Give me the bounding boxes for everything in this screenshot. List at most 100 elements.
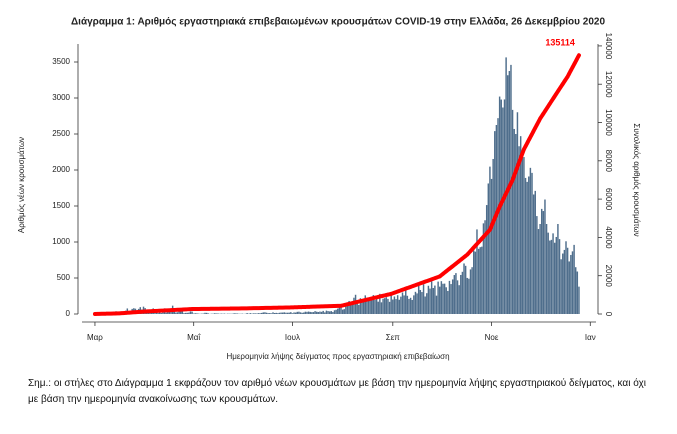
bar [322, 310, 324, 314]
bar [298, 311, 300, 314]
bar [408, 298, 410, 314]
bar [521, 155, 524, 314]
bar [204, 312, 206, 314]
x-tick-label: Σεπ [386, 333, 401, 342]
bar [324, 312, 326, 314]
bar [445, 287, 447, 314]
bar [254, 313, 256, 314]
bar [553, 242, 556, 314]
bar [184, 312, 187, 314]
bar [450, 284, 452, 314]
bar [345, 305, 347, 314]
bar [477, 248, 480, 314]
bar [396, 295, 399, 314]
bar [246, 313, 248, 314]
note-box: Σημ.: οι στήλες στο Διάγραμμα 1 εκφράζου… [28, 378, 646, 405]
bar [296, 311, 299, 314]
bar [466, 277, 468, 314]
bar [236, 313, 239, 314]
bar [191, 311, 193, 314]
bar [309, 311, 311, 314]
bar [526, 181, 528, 314]
bar [269, 313, 271, 314]
bar [154, 313, 156, 314]
bar [366, 298, 368, 314]
bar [435, 295, 438, 314]
bar [214, 313, 216, 314]
bar [278, 312, 281, 314]
bar [286, 312, 289, 314]
bar [294, 312, 297, 314]
bar [453, 275, 456, 314]
bar [469, 269, 472, 314]
bar [377, 301, 379, 314]
bar [406, 295, 409, 314]
bar [303, 312, 305, 314]
bar [332, 311, 334, 314]
bar [570, 254, 572, 314]
bar [312, 312, 315, 314]
bar [562, 253, 564, 314]
bar [485, 205, 488, 314]
y-tick-label: 0 [66, 309, 71, 318]
bar [432, 288, 434, 314]
bar [537, 229, 540, 314]
y-tick-label: 2500 [52, 129, 70, 138]
bar [367, 300, 370, 314]
bar [382, 298, 384, 314]
bar [461, 271, 464, 314]
bar [293, 312, 295, 314]
bar [290, 312, 292, 314]
bar [315, 311, 318, 314]
bar [524, 177, 527, 314]
bar [325, 310, 328, 314]
y-tick-label: 3000 [52, 93, 70, 102]
bar [508, 71, 511, 314]
bar [547, 232, 549, 314]
bar [285, 312, 287, 314]
bar [385, 297, 388, 314]
bar [474, 251, 477, 314]
bar [516, 112, 519, 314]
bar [160, 313, 163, 314]
bar [502, 107, 504, 314]
note: Σημ.: οι στήλες στο Διάγραμμα 1 εκφράζου… [28, 378, 646, 405]
bar [515, 134, 517, 314]
bar [503, 99, 506, 314]
bar [519, 136, 522, 314]
bar [311, 312, 313, 314]
bar [479, 247, 481, 314]
y2-tick-label: 60000 [604, 188, 613, 211]
y-tick-label: 1000 [52, 237, 70, 246]
y2-axis-label: Συνολικός αριθμός κρουσμάτων [632, 123, 641, 236]
bar [464, 265, 467, 314]
bar [252, 313, 255, 314]
bar [487, 183, 490, 314]
bar [273, 312, 276, 314]
bar [262, 312, 265, 314]
x-tick-label: Μαΐ [187, 333, 201, 342]
bar [364, 295, 367, 314]
bar [361, 300, 363, 314]
bar [549, 240, 551, 314]
bar [194, 313, 197, 314]
bar [413, 295, 415, 314]
bar [532, 194, 535, 314]
bar [183, 313, 185, 314]
bar [277, 313, 279, 314]
bar [369, 299, 371, 314]
bar [440, 281, 443, 314]
y2-tick-label: 40000 [604, 226, 613, 249]
bar [539, 224, 541, 314]
bar [400, 296, 402, 314]
bar [560, 259, 562, 314]
bar [419, 290, 422, 314]
bar [167, 311, 169, 314]
bar [358, 304, 360, 314]
bar [349, 302, 352, 314]
bar [558, 239, 561, 314]
bar [565, 241, 567, 314]
bar [403, 295, 405, 314]
bar [429, 288, 431, 314]
